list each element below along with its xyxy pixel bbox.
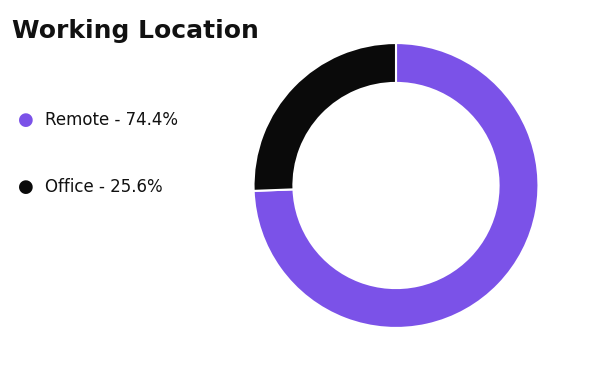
Text: ●: ● [18,111,34,129]
Wedge shape [254,43,396,191]
Text: Working Location: Working Location [12,19,259,43]
Wedge shape [254,43,538,328]
Text: Remote - 74.4%: Remote - 74.4% [45,111,178,129]
Text: ●: ● [18,178,34,196]
Text: Office - 25.6%: Office - 25.6% [45,178,163,196]
